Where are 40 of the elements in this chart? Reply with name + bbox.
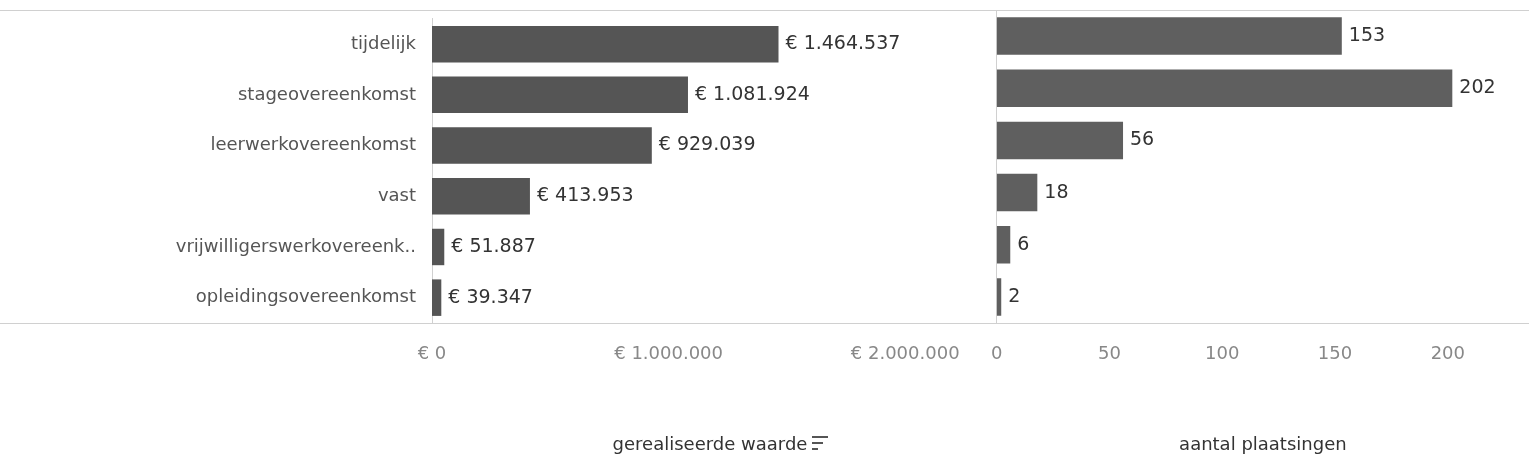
y-tick-label: vrijwilligerswerkovereenk..	[175, 234, 416, 256]
bar	[996, 278, 1002, 316]
x-tick-label: 200	[1430, 342, 1465, 364]
data-label: € 39.347	[448, 284, 533, 307]
y-tick-label: stageovereenkomst	[237, 82, 416, 104]
bar	[996, 225, 1011, 264]
bar	[432, 279, 442, 316]
bar	[996, 17, 1342, 55]
x-tick-label: 150	[1317, 342, 1353, 364]
data-label: 56	[1130, 127, 1155, 150]
bar	[996, 121, 1124, 160]
data-label: 18	[1044, 179, 1069, 202]
bar	[432, 127, 652, 164]
data-label: € 1.464.537	[785, 31, 901, 54]
bar	[996, 173, 1038, 212]
data-label: € 51.887	[451, 233, 536, 256]
x-tick-label: 0	[991, 342, 1003, 364]
bar	[996, 69, 1453, 108]
bar	[432, 228, 445, 266]
bar	[432, 25, 779, 63]
x-axis-title: aantal plaatsingen	[1179, 432, 1347, 454]
x-tick-label: 100	[1205, 342, 1240, 364]
x-tick-label: € 1.000.000	[614, 342, 723, 364]
data-label: 202	[1459, 75, 1496, 98]
x-tick-label: € 0	[417, 342, 447, 364]
x-axis-title: gerealiseerde waarde	[612, 432, 808, 454]
y-tick-label: opleidingsovereenkomst	[195, 285, 416, 307]
y-tick-label: leerwerkovereenkomst	[210, 133, 416, 155]
y-tick-label: tijdelijk	[351, 31, 417, 53]
data-label: € 1.081.924	[694, 81, 810, 104]
data-label: 153	[1348, 23, 1386, 46]
bar	[432, 178, 530, 215]
x-tick-label: € 2.000.000	[850, 342, 960, 364]
data-label: 6	[1017, 231, 1030, 254]
data-label: 2	[1008, 283, 1021, 306]
y-tick-label: vast	[377, 183, 416, 205]
data-label: € 929.039	[658, 132, 756, 155]
x-tick-label: 50	[1098, 342, 1121, 364]
data-label: € 413.953	[536, 183, 634, 206]
bar	[432, 76, 688, 114]
